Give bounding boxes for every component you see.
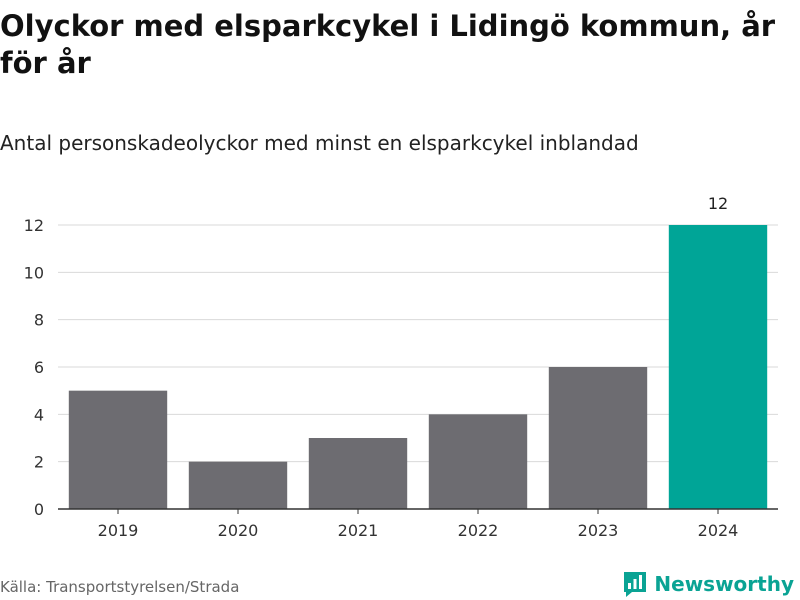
y-tick-label: 8 xyxy=(34,311,44,330)
y-tick-label: 10 xyxy=(24,263,44,282)
source-note: Källa: Transportstyrelsen/Strada xyxy=(0,578,240,596)
bar-chart: 0 2 4 6 8 10 12 12 2019 2020 2021 2022 2023 2024 xyxy=(24,194,778,540)
y-tick-label: 2 xyxy=(34,453,44,472)
bars: 12 xyxy=(68,194,768,509)
brand-name: Newsworthy xyxy=(654,572,794,596)
y-axis-ticks: 0 2 4 6 8 10 12 xyxy=(24,216,44,519)
bar-2024 xyxy=(668,225,768,509)
x-axis-ticks: 2019 2020 2021 2022 2023 2024 xyxy=(98,509,739,540)
brand-logo: Newsworthy xyxy=(622,570,794,598)
data-label: 12 xyxy=(708,194,728,213)
y-tick-label: 12 xyxy=(24,216,44,235)
bar-2021 xyxy=(308,438,408,509)
chart-title: Olyckor med elsparkcykel i Lidingö kommu… xyxy=(0,9,776,80)
x-tick-label: 2020 xyxy=(218,521,259,540)
x-tick-label: 2019 xyxy=(98,521,139,540)
grid-lines xyxy=(58,224,778,463)
y-tick-label: 6 xyxy=(34,358,44,377)
bar-2022 xyxy=(428,414,528,509)
y-tick-label: 0 xyxy=(34,500,44,519)
chart-subtitle: Antal personskadeolyckor med minst en el… xyxy=(0,131,639,155)
x-tick-label: 2023 xyxy=(578,521,619,540)
bar-2020 xyxy=(188,461,288,509)
x-tick-label: 2024 xyxy=(698,521,739,540)
bar-2019 xyxy=(68,390,168,509)
x-tick-label: 2021 xyxy=(338,521,379,540)
y-tick-label: 4 xyxy=(34,405,44,424)
x-tick-label: 2022 xyxy=(458,521,499,540)
bar-2023 xyxy=(548,367,648,509)
newsworthy-logo-icon xyxy=(624,572,647,597)
